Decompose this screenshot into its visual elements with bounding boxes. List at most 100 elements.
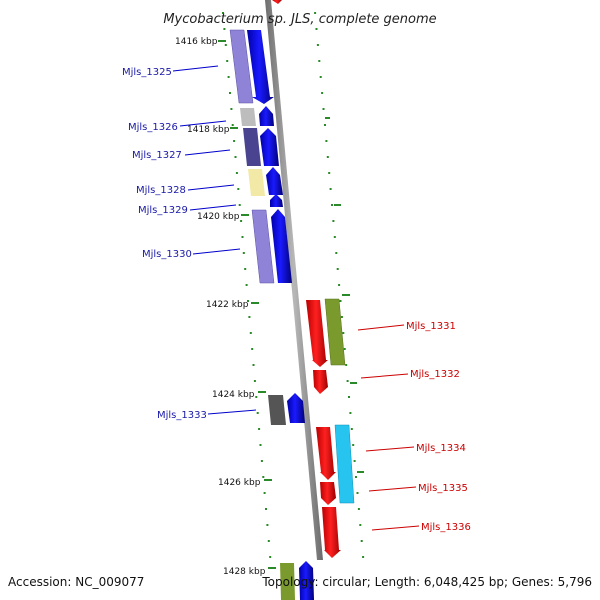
gene-arrow [306, 300, 328, 367]
label-leader [357, 324, 405, 331]
guide-dots [222, 12, 365, 558]
gene-arrow [270, 194, 283, 207]
guide-dot [346, 380, 349, 382]
guide-dot [325, 140, 328, 142]
guide-dot [331, 204, 333, 206]
guide-dot [335, 252, 338, 254]
guide-dot [319, 76, 322, 78]
gene-arrow [320, 482, 336, 505]
guide-dot [260, 460, 263, 462]
cog-bar [334, 424, 355, 504]
guide-dot [256, 412, 259, 414]
gene-mjls-1326[interactable]: Mjls_1326 [128, 106, 274, 133]
guide-dot [262, 476, 265, 478]
guide-dot [253, 380, 256, 382]
gene-label[interactable]: Mjls_1327 [132, 150, 182, 161]
guide-dot [249, 332, 252, 334]
gene-mjls-1335[interactable]: Mjls_1335 [320, 482, 468, 505]
guide-dot [360, 540, 363, 542]
gene-label[interactable]: Mjls_1328 [136, 185, 186, 196]
gene-label[interactable]: Mjls_1331 [406, 321, 456, 332]
gene-arrow [247, 30, 274, 104]
guide-dot [235, 172, 238, 174]
guide-dot [224, 44, 227, 46]
label-leader [371, 525, 420, 531]
gene-label[interactable]: Mjls_1335 [418, 483, 468, 494]
gene-label[interactable]: Mjls_1333 [157, 410, 207, 421]
guide-dot [222, 12, 224, 14]
kbp-label: 1424 kbp [212, 390, 255, 400]
guide-dot [226, 60, 229, 62]
guide-dot [343, 348, 346, 350]
gene-mjls-1328[interactable]: Mjls_1328 [136, 167, 283, 196]
gene-arrow-top-partial [272, 0, 282, 4]
guide-dot [241, 236, 244, 238]
gene-mjls-1334[interactable]: Mjls_1334 [316, 424, 466, 504]
guide-dot [258, 428, 261, 430]
guide-dot [252, 364, 255, 366]
kbp-label: 1418 kbp [187, 125, 230, 135]
gene-arrow [266, 167, 283, 195]
guide-dot [338, 284, 341, 286]
guide-dot [245, 284, 248, 286]
guide-dot [247, 300, 249, 302]
gene-label[interactable]: Mjls_1330 [142, 249, 192, 260]
guide-dot [336, 268, 339, 270]
cog-bar [251, 209, 275, 284]
gene-label[interactable]: Mjls_1336 [421, 522, 471, 533]
guide-dot [356, 492, 359, 494]
gene-label[interactable]: Mjls_1326 [128, 122, 178, 133]
kbp-label: 1426 kbp [218, 478, 261, 488]
guide-dot [353, 460, 356, 462]
guide-dot [328, 172, 331, 174]
guide-dot [316, 44, 319, 46]
gene-mjls-1330[interactable]: Mjls_1330 [142, 209, 292, 284]
guide-dot [230, 108, 233, 110]
gene-mjls-1332[interactable]: Mjls_1332 [313, 369, 460, 394]
guide-dot [263, 492, 266, 494]
gene-mjls-1331[interactable]: Mjls_1331 [306, 298, 456, 367]
cog-bar [248, 169, 265, 196]
kbp-tick-1424: 1424 kbp [212, 390, 266, 400]
guide-dot [267, 540, 270, 542]
cog-bar [243, 128, 261, 166]
accession-label: Accession: NC_009077 [8, 575, 144, 589]
gene-label[interactable]: Mjls_1332 [410, 369, 460, 380]
guide-dot [339, 300, 342, 302]
guide-dot [324, 124, 326, 126]
guide-dot [329, 188, 332, 190]
gene-arrow [260, 128, 279, 166]
gene-label[interactable]: Mjls_1329 [138, 205, 188, 216]
guide-dot [348, 396, 350, 398]
guide-dot [255, 396, 258, 398]
kbp-tick-1422: 1422 kbp [206, 300, 259, 310]
guide-dot [227, 76, 230, 78]
guide-dot [326, 156, 329, 158]
gene-mjls-1336[interactable]: Mjls_1336 [322, 507, 471, 558]
gene-mjls-1325[interactable]: Mjls_1325 [122, 29, 274, 104]
guide-dot [350, 428, 353, 430]
guide-dot [315, 28, 318, 30]
gene-label[interactable]: Mjls_1325 [122, 67, 172, 78]
gene-mjls-1333[interactable]: Mjls_1333 [157, 393, 305, 425]
kbp-tick-1426: 1426 kbp [218, 478, 272, 488]
guide-dot [321, 92, 324, 94]
guide-dot [352, 444, 355, 446]
genome-backbone [265, 0, 323, 560]
label-leader [192, 248, 241, 255]
guide-dot [251, 348, 254, 350]
cog-bar [229, 29, 254, 104]
guide-dot [244, 268, 247, 270]
guide-dot [265, 508, 267, 510]
guide-dot [248, 316, 251, 318]
gene-arrow [316, 427, 336, 480]
gene-mjls-1329[interactable]: Mjls_1329 [138, 194, 283, 216]
gene-label[interactable]: Mjls_1334 [416, 443, 466, 454]
label-leader [368, 486, 417, 492]
guide-dot [240, 220, 243, 222]
label-leader [172, 65, 219, 72]
cog-bar [268, 395, 286, 425]
gene-mjls-1327[interactable]: Mjls_1327 [132, 128, 279, 166]
